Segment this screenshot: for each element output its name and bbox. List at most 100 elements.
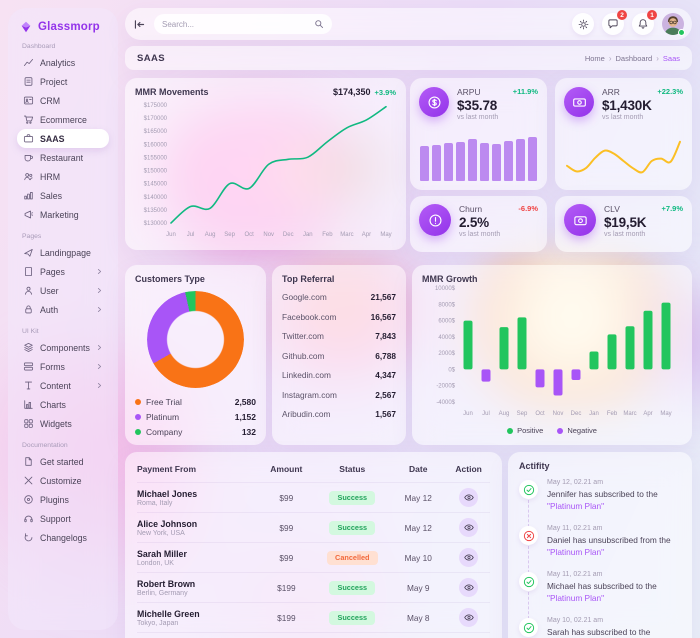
customers-type-donut-chart (147, 291, 244, 388)
messages-button[interactable]: 2 (602, 10, 627, 35)
stat-card-churn: Churn 2.5% vs last month -6.9% (410, 196, 547, 252)
svg-text:Marc: Marc (340, 232, 353, 238)
view-payment-button[interactable] (459, 518, 479, 537)
legend-label: Free Trial (146, 397, 182, 407)
referral-site: Instagram.com (282, 389, 337, 400)
stat-sub: vs last month (457, 114, 499, 121)
sidebar-item-content[interactable]: Content (17, 376, 109, 395)
referral-row-aribudin-com[interactable]: Aribudin.com 1,567 (282, 409, 396, 419)
sidebar-item-project[interactable]: Project (17, 72, 109, 91)
svg-text:$155000: $155000 (144, 155, 168, 161)
breadcrumb-item-home[interactable]: Home (584, 53, 605, 63)
referral-row-instagram-com[interactable]: Instagram.com 2,567 (282, 390, 396, 400)
svg-text:2000$: 2000$ (438, 351, 455, 357)
svg-text:$145000: $145000 (144, 182, 168, 188)
brand-logo[interactable]: Glassmorp (17, 20, 109, 34)
sidebar-item-label: Sales (40, 190, 63, 201)
activity-plan-link[interactable]: "Platinum Plan" (547, 593, 605, 604)
arr-line-sparkline (565, 133, 682, 181)
referral-row-github-com[interactable]: Github.com 6,788 (282, 351, 396, 361)
notifications-button[interactable]: 1 (632, 10, 657, 35)
legend-dot (557, 427, 564, 434)
sidebar-item-charts[interactable]: Charts (17, 395, 109, 414)
search-input[interactable] (162, 19, 314, 29)
breadcrumb-item-dashboard[interactable]: Dashboard (615, 53, 653, 63)
view-payment-button[interactable] (459, 608, 479, 627)
chevron-right-icon (96, 268, 103, 275)
referral-site: Aribudin.com (282, 409, 331, 419)
sidebar-item-get-started[interactable]: Get started (17, 452, 109, 471)
sidebar-item-customize[interactable]: Customize (17, 471, 109, 490)
crm-icon (23, 95, 34, 106)
referral-site: Google.com (282, 292, 327, 302)
top-referral-list: Google.com 21,567 Facebook.com 16,567 Twitte… (282, 292, 396, 419)
components-icon (23, 342, 34, 353)
svg-text:$175000: $175000 (144, 103, 168, 109)
activity-plan-link[interactable]: "Platinum Plan" (547, 547, 605, 558)
sidebar-item-ecommerce[interactable]: Ecommerce (17, 110, 109, 129)
sidebar-item-analytics[interactable]: Analytics (17, 53, 109, 72)
wallet-icon (564, 204, 596, 236)
column-header-action: Action (455, 464, 482, 474)
ecommerce-icon (23, 114, 34, 125)
sidebar-item-auth[interactable]: Auth (17, 300, 109, 319)
sidebar-item-sales[interactable]: Sales (17, 186, 109, 205)
stat-delta: +22.3% (657, 87, 683, 96)
mmr-movements-value: $174,350 (332, 87, 371, 97)
sidebar-item-forms[interactable]: Forms (17, 357, 109, 376)
activity-item: May 11, 02.21 am Michael has subscribed t… (519, 571, 681, 620)
sidebar-item-restaurant[interactable]: Restaurant (17, 148, 109, 167)
view-payment-button[interactable] (459, 488, 479, 507)
customers-type-title: Customers Type (135, 274, 205, 284)
payment-amount: $99 (279, 552, 294, 563)
sidebar-item-marketing[interactable]: Marketing (17, 205, 109, 224)
sidebar-item-widgets[interactable]: Widgets (17, 414, 109, 433)
banknote-icon (564, 87, 594, 117)
svg-text:Sep: Sep (517, 411, 528, 417)
payment-row-robert-brown: Robert Brown Berlin, Germany $199 Success Ma… (137, 572, 490, 602)
sidebar-item-label: Get started (40, 456, 84, 467)
sidebar-item-user[interactable]: User (17, 281, 109, 300)
sidebar-item-support[interactable]: Support (17, 509, 109, 528)
avatar[interactable] (662, 13, 685, 36)
search-icon[interactable] (314, 19, 324, 29)
brand-name: Glassmorp (38, 21, 100, 33)
sidebar-item-saas[interactable]: SAAS (17, 129, 109, 148)
payer-location: London, UK (137, 559, 174, 567)
legend-value: 132 (241, 427, 256, 437)
svg-text:Apr: Apr (362, 232, 371, 238)
activity-time: May 11, 02.21 am (547, 571, 603, 579)
referral-site: Github.com (282, 350, 325, 361)
svg-text:Feb: Feb (322, 232, 333, 238)
view-payment-button[interactable] (459, 578, 479, 597)
payer-name: Michelle Green (137, 608, 200, 619)
sidebar-collapse-button[interactable] (133, 18, 146, 31)
sidebar-item-hrm[interactable]: HRM (17, 167, 109, 186)
referral-row-twitter-com[interactable]: Twitter.com 7,843 (282, 331, 396, 341)
referral-row-linkedin-com[interactable]: Linkedin.com 4,347 (282, 370, 396, 380)
sidebar-item-changelogs[interactable]: Changelogs (17, 528, 109, 547)
sidebar-item-pages[interactable]: Pages (17, 262, 109, 281)
column-header-date: Date (409, 464, 428, 474)
activity-plan-link[interactable]: "Platinum Plan" (547, 501, 605, 512)
svg-text:May: May (660, 411, 671, 417)
referral-row-google-com[interactable]: Google.com 21,567 (282, 292, 396, 302)
sidebar: Glassmorp Dashboard Analytics Project CRM Ec… (8, 8, 118, 630)
theme-toggle-button[interactable] (572, 13, 594, 35)
alert-circle-icon (419, 204, 451, 236)
legend-label: Positive (517, 426, 544, 435)
referral-site: Twitter.com (282, 331, 324, 341)
referral-row-facebook-com[interactable]: Facebook.com 16,567 (282, 312, 396, 322)
sidebar-item-components[interactable]: Components (17, 338, 109, 357)
sidebar-item-plugins[interactable]: Plugins (17, 490, 109, 509)
spark-bar (444, 143, 453, 181)
svg-text:Nov: Nov (553, 411, 564, 417)
top-referral-title: Top Referral (282, 274, 335, 284)
sidebar-item-landingpage[interactable]: Landingpage (17, 243, 109, 262)
sidebar-item-crm[interactable]: CRM (17, 91, 109, 110)
spark-bar (456, 142, 465, 181)
stat-value: $19,5K (604, 215, 647, 230)
view-payment-button[interactable] (459, 548, 479, 567)
mmr-growth-bar-chart: 10000$ 8000$ 6000$ 4000$ 2000$ 0$ -2000$ -4000$… (422, 284, 682, 425)
